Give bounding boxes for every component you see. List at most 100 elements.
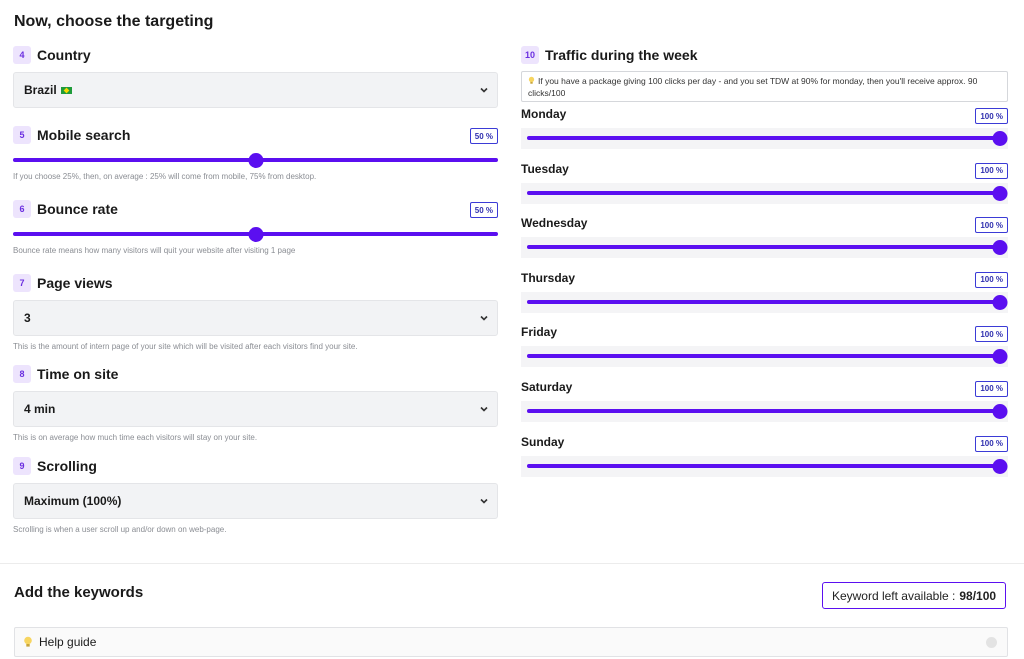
day-row-friday: Friday 100 % [521, 325, 1008, 380]
day-traffic-slider[interactable] [527, 240, 1008, 256]
day-percent-badge: 100 % [975, 217, 1008, 234]
scrolling-hint: Scrolling is when a user scroll up and/o… [13, 525, 227, 534]
day-percent-badge: 100 % [975, 108, 1008, 124]
chevron-down-icon [480, 87, 488, 93]
slider-track [527, 354, 1000, 359]
mobile-search-percent-badge: 50 % [469, 128, 498, 144]
country-select[interactable]: Brazil [13, 72, 498, 108]
lightbulb-icon [24, 636, 32, 647]
bounce-rate-slider[interactable] [13, 227, 498, 242]
step-badge: 9 [13, 457, 31, 475]
brazil-flag-icon [60, 86, 72, 94]
day-label: Friday [521, 325, 558, 340]
slider-track [527, 408, 1000, 413]
day-traffic-slider[interactable] [527, 349, 1008, 365]
section-label: Country [37, 47, 91, 63]
time-on-site-header: 8 Time on site [13, 363, 498, 385]
page-views-section: 7 Page views 3 This is the amount of int… [13, 272, 498, 351]
day-percent-badge: 100 % [975, 435, 1008, 452]
page-title: Now, choose the targeting [14, 13, 214, 30]
step-badge: 10 [521, 46, 539, 64]
bounce-rate-percent-badge: 50 % [469, 202, 498, 218]
step-badge: 5 [13, 126, 31, 144]
slider-thumb[interactable] [248, 153, 263, 168]
slider-track [527, 136, 1000, 140]
country-value: Brazil [24, 83, 57, 97]
slider-thumb[interactable] [992, 403, 1008, 419]
bounce-rate-section: 6 Bounce rate 50 % Bounce rate means how… [13, 198, 498, 255]
mobile-search-header: 5 Mobile search [13, 124, 498, 146]
slider-track [527, 190, 1000, 195]
day-traffic-slider[interactable] [527, 294, 1008, 310]
day-list: Monday 100 % Tuesday 100 % Wednesday 100 % Thu… [521, 107, 1008, 489]
day-row-saturday: Saturday 100 % [521, 380, 1008, 435]
section-label: Time on site [37, 366, 119, 382]
section-divider [0, 563, 1024, 564]
day-traffic-slider[interactable] [527, 131, 1008, 146]
day-traffic-slider[interactable] [527, 403, 1008, 419]
day-label: Saturday [521, 379, 573, 394]
slider-track [527, 299, 1000, 304]
step-badge: 8 [13, 365, 31, 383]
day-row-tuesday: Tuesday 100 % [521, 162, 1008, 217]
slider-track [527, 245, 1000, 250]
country-header: 4 Country [13, 44, 498, 66]
country-section: 4 Country Brazil [13, 44, 498, 108]
day-label: Thursday [521, 270, 576, 285]
day-row-thursday: Thursday 100 % [521, 271, 1008, 326]
mobile-search-section: 5 Mobile search 50 % If you choose 25%, … [13, 124, 498, 181]
step-badge: 4 [13, 46, 31, 64]
bounce-rate-header: 6 Bounce rate [13, 198, 498, 220]
day-label: Monday [521, 107, 567, 121]
day-label: Wednesday [521, 216, 588, 231]
day-label: Tuesday [521, 161, 569, 176]
slider-thumb[interactable] [992, 131, 1008, 146]
mobile-search-slider[interactable] [13, 153, 498, 168]
scrolling-select[interactable]: Maximum (100%) [13, 483, 498, 519]
section-label: Page views [37, 275, 113, 291]
slider-thumb[interactable] [992, 294, 1008, 310]
slider-track [527, 463, 1000, 468]
scrolling-header: 9 Scrolling [13, 455, 498, 477]
keyword-left-label: Keyword left available : [831, 588, 956, 603]
day-row-monday: Monday 100 % [521, 107, 1008, 162]
page-views-value: 3 [24, 311, 31, 325]
step-badge: 7 [13, 274, 31, 292]
time-on-site-hint: This is on average how much time each vi… [13, 433, 258, 442]
time-on-site-value: 4 min [24, 402, 56, 416]
bounce-rate-hint: Bounce rate means how many visitors will… [13, 246, 296, 255]
traffic-week-column: 10 Traffic during the week If you have a… [521, 44, 1008, 489]
time-on-site-section: 8 Time on site 4 min This is on average … [13, 363, 498, 442]
traffic-info-text: If you have a package giving 100 clicks … [528, 76, 978, 98]
page-views-hint: This is the amount of intern page of you… [13, 342, 358, 351]
chevron-down-icon [480, 315, 488, 321]
expand-circle-icon[interactable] [986, 637, 997, 648]
keyword-left-counter: Keyword left available : 98/100 [822, 582, 1006, 609]
slider-thumb[interactable] [992, 349, 1008, 365]
day-traffic-slider[interactable] [527, 458, 1008, 474]
scrolling-section: 9 Scrolling Maximum (100%) Scrolling is … [13, 455, 498, 534]
section-label: Scrolling [37, 458, 97, 474]
day-row-wednesday: Wednesday 100 % [521, 216, 1008, 271]
day-traffic-slider[interactable] [527, 185, 1008, 201]
day-percent-badge: 100 % [975, 271, 1008, 288]
keywords-title: Add the keywords [14, 584, 144, 601]
day-percent-badge: 100 % [975, 326, 1008, 343]
day-label: Sunday [521, 434, 565, 449]
lightbulb-icon [528, 76, 535, 84]
slider-thumb[interactable] [992, 458, 1008, 474]
scrolling-value: Maximum (100%) [24, 494, 122, 508]
section-label: Mobile search [37, 127, 131, 143]
time-on-site-select[interactable]: 4 min [13, 391, 498, 427]
slider-thumb[interactable] [992, 240, 1008, 256]
step-badge: 6 [13, 200, 31, 218]
mobile-search-hint: If you choose 25%, then, on average : 25… [13, 172, 317, 181]
chevron-down-icon [480, 406, 488, 412]
keyword-left-value: 98/100 [959, 588, 997, 603]
day-row-sunday: Sunday 100 % [521, 435, 1008, 490]
chevron-down-icon [480, 498, 488, 504]
help-guide-toggle[interactable]: Help guide [14, 627, 1008, 657]
slider-thumb[interactable] [992, 185, 1008, 201]
page-views-select[interactable]: 3 [13, 300, 498, 336]
slider-thumb[interactable] [248, 227, 263, 242]
